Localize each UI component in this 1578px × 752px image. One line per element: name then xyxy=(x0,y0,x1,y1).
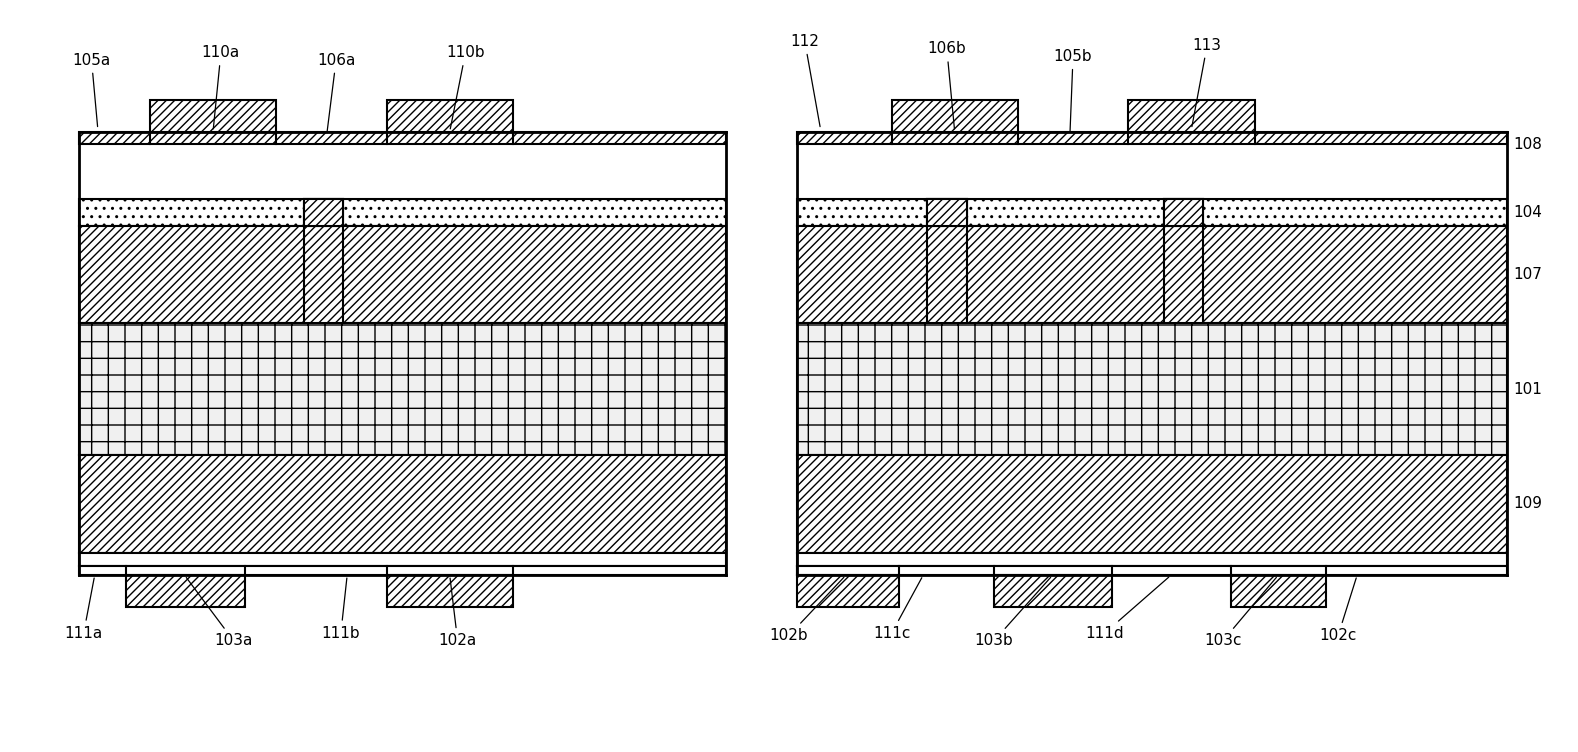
Text: 102a: 102a xyxy=(439,578,477,648)
Text: 107: 107 xyxy=(1507,267,1542,282)
Text: 105b: 105b xyxy=(1054,49,1092,132)
Bar xyxy=(126,575,245,607)
Bar xyxy=(79,323,726,455)
Text: 112: 112 xyxy=(791,34,821,126)
Text: 106b: 106b xyxy=(928,41,966,129)
Bar xyxy=(1165,199,1204,226)
Bar xyxy=(79,455,726,553)
Text: 110b: 110b xyxy=(447,45,484,129)
Bar xyxy=(928,226,966,323)
Text: 109: 109 xyxy=(1507,496,1542,511)
Bar xyxy=(797,455,1507,553)
Bar xyxy=(797,199,1507,226)
Text: 102b: 102b xyxy=(770,578,844,643)
Bar xyxy=(1231,575,1326,607)
Bar xyxy=(1128,100,1255,132)
Bar xyxy=(79,566,726,575)
Bar xyxy=(797,132,1507,144)
Text: 110a: 110a xyxy=(202,45,240,129)
Bar xyxy=(303,226,342,323)
Bar xyxy=(303,199,342,226)
Text: 103a: 103a xyxy=(186,578,252,648)
Bar xyxy=(928,199,966,226)
Bar xyxy=(797,575,899,607)
Text: 111c: 111c xyxy=(873,578,922,641)
Bar xyxy=(387,100,513,132)
Text: 103b: 103b xyxy=(975,578,1051,648)
Bar xyxy=(928,199,966,226)
Bar xyxy=(150,100,276,132)
Bar xyxy=(303,199,342,226)
Bar xyxy=(79,132,726,144)
Text: 103c: 103c xyxy=(1204,578,1277,648)
Bar xyxy=(797,323,1507,455)
Text: 105a: 105a xyxy=(73,53,110,126)
Bar xyxy=(892,100,1018,132)
Bar xyxy=(79,199,726,226)
Bar xyxy=(797,226,1507,323)
Bar xyxy=(79,553,726,566)
Bar xyxy=(1165,226,1204,323)
Text: 111b: 111b xyxy=(322,578,360,641)
Text: 111d: 111d xyxy=(1086,577,1169,641)
Bar xyxy=(994,575,1112,607)
Bar xyxy=(797,566,1507,575)
Bar xyxy=(79,226,726,323)
Bar xyxy=(387,575,513,607)
Text: 102c: 102c xyxy=(1319,578,1357,643)
Bar xyxy=(1165,199,1204,226)
Text: 106a: 106a xyxy=(317,53,355,132)
Text: 113: 113 xyxy=(1191,38,1221,126)
Text: 108: 108 xyxy=(1507,137,1542,152)
Text: 104: 104 xyxy=(1507,205,1542,220)
Text: 101: 101 xyxy=(1507,382,1542,397)
Bar xyxy=(797,553,1507,566)
Text: 111a: 111a xyxy=(65,578,103,641)
